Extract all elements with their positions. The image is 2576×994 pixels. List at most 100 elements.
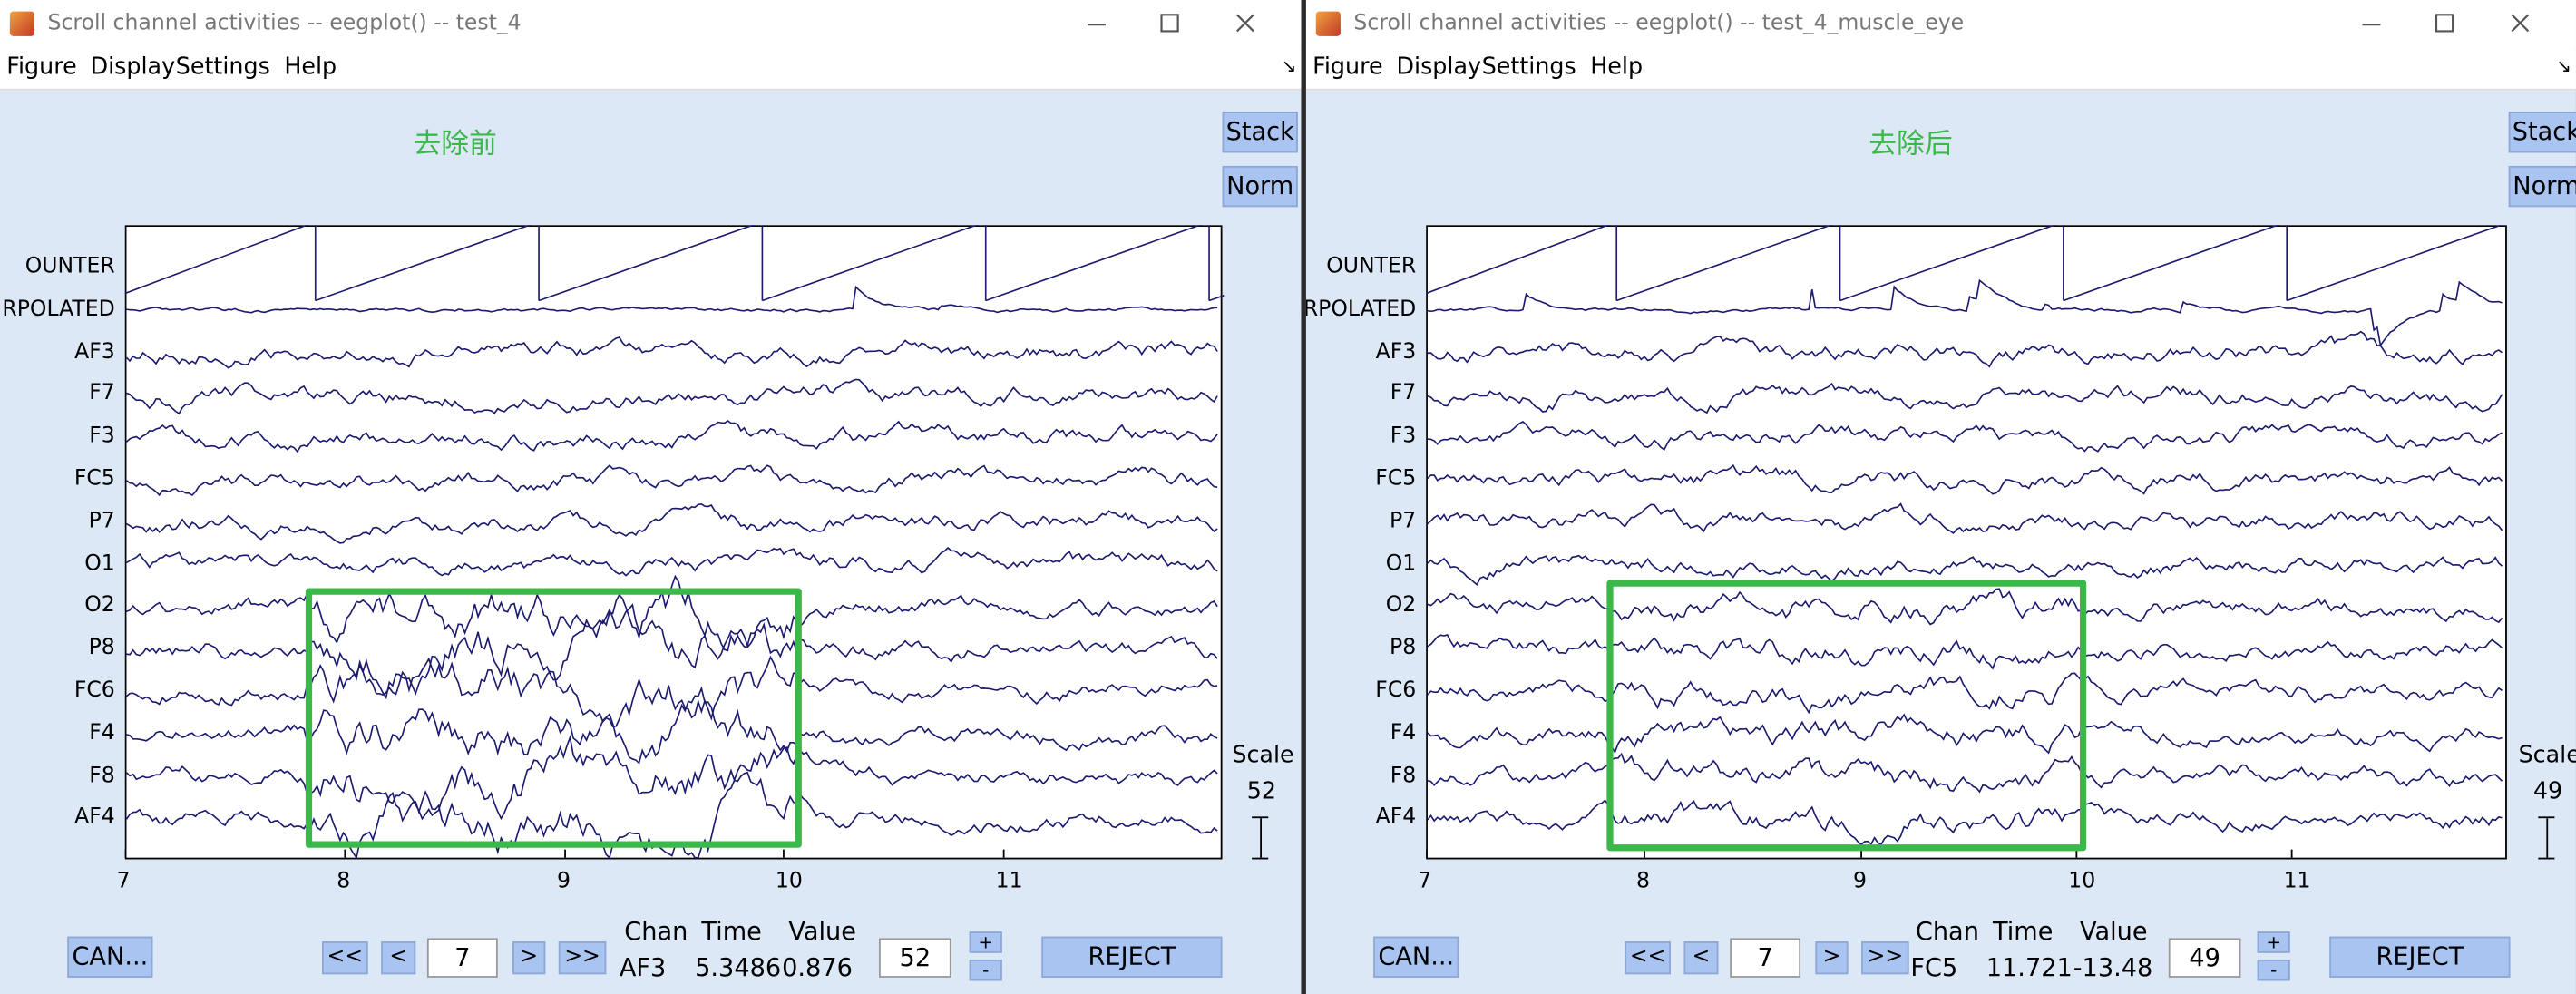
channel-label: AF3 (1375, 339, 1417, 365)
window-control-icon (2511, 14, 2530, 33)
scale-label: Scale (1232, 742, 1294, 769)
menu-item[interactable]: Display (1396, 54, 1481, 81)
eeg-trace (1427, 382, 2503, 414)
channel-label: O2 (1385, 593, 1417, 619)
minus-button[interactable]: - (969, 959, 1002, 981)
channel-label: FC5 (1375, 466, 1417, 492)
eeg-trace (1427, 463, 2503, 495)
channel-label: OUNTER (1326, 254, 1417, 279)
nav-button[interactable]: << (1625, 941, 1671, 975)
x-tick-label: 8 (337, 869, 351, 894)
heading: 去除后 (1869, 128, 1953, 161)
x-tick-label: 9 (556, 869, 571, 894)
nav-button[interactable]: << (321, 941, 368, 975)
scale-bar (1252, 816, 1269, 860)
page-input[interactable]: 7 (1730, 938, 1801, 978)
scale-bar (2538, 816, 2555, 860)
x-tick-label: 7 (1418, 869, 1432, 894)
eeg-trace (1427, 799, 2503, 846)
eeg-trace (126, 285, 1218, 314)
plus-button[interactable]: + (969, 931, 1002, 953)
eeg-trace (1427, 421, 2503, 453)
menu-bar: Figure Display Settings Help ↘ (1305, 49, 2576, 91)
menu-item[interactable]: Settings (1481, 54, 1576, 81)
eeg-trace (1427, 634, 2503, 670)
norm-button[interactable]: Norm (1222, 165, 1298, 208)
eeg-trace (1427, 330, 2503, 368)
highlight-box (1606, 580, 2087, 852)
app-icon (9, 11, 35, 36)
x-tick-label: 11 (995, 869, 1023, 894)
menu-item[interactable]: Figure (6, 54, 77, 81)
channel-label: AF4 (74, 805, 115, 831)
x-tick-label: 10 (775, 869, 803, 894)
channel-label: F7 (1390, 381, 1417, 407)
menu-arrow: ↘ (1281, 55, 1297, 78)
menu-item[interactable]: Help (1590, 54, 1644, 81)
nav-button[interactable]: < (1683, 941, 1719, 975)
window-title: Scroll channel activities -- eegplot() -… (1353, 11, 1965, 36)
info-header: Chan (624, 916, 688, 947)
eeg-trace (126, 546, 1218, 577)
scale-input[interactable]: 52 (878, 938, 951, 978)
eeg-trace (1427, 752, 2503, 794)
minus-button[interactable]: - (2257, 959, 2290, 981)
channel-label: P7 (88, 509, 115, 534)
window-controls (2362, 14, 2530, 33)
eeg-trace (1427, 278, 2503, 347)
eeg-trace (125, 419, 1218, 453)
cancel-button[interactable]: CAN... (1373, 936, 1459, 978)
channel-label: FC6 (1375, 678, 1417, 704)
title-bar: Scroll channel activities -- eegplot() -… (0, 0, 1302, 50)
channel-label: RPOLATED (1305, 297, 1417, 322)
info-header: Chan (1915, 916, 1979, 947)
info-value: -13.48 (2073, 952, 2153, 983)
channel-label: AF3 (74, 339, 115, 365)
eeg-trace (1427, 588, 2503, 626)
x-tick-label: 7 (116, 869, 131, 894)
eeg-trace (126, 378, 1218, 415)
reject-button[interactable]: REJECT (1041, 936, 1223, 978)
menu-item[interactable]: Display (90, 54, 176, 81)
channel-label: FC5 (73, 466, 115, 492)
channel-label: P8 (1390, 636, 1417, 661)
heading: 去除前 (413, 128, 497, 161)
window-control-icon (1236, 14, 1254, 33)
scale-value: 52 (1246, 778, 1276, 805)
channel-label: F4 (1390, 720, 1417, 746)
cancel-button[interactable]: CAN... (67, 936, 153, 978)
norm-button[interactable]: Norm (2508, 165, 2576, 208)
channel-label: F8 (89, 763, 115, 788)
scale-input[interactable]: 49 (2168, 938, 2241, 978)
nav-button[interactable]: > (512, 941, 546, 975)
stack-button[interactable]: Stack (1222, 112, 1298, 153)
info-header: Time (1992, 916, 2054, 947)
nav-button[interactable]: < (381, 941, 416, 975)
nav-button[interactable]: > (1815, 941, 1849, 975)
menu-bar: Figure Display Settings Help ↘ (0, 49, 1302, 91)
info-value: AF3 (619, 952, 667, 983)
scale-value: 49 (2532, 778, 2563, 805)
eeg-trace (1427, 502, 2503, 534)
channel-label: RPOLATED (2, 297, 115, 322)
eeg-trace (126, 502, 1218, 544)
window-controls (1088, 14, 1254, 33)
info-header: Value (788, 916, 857, 947)
scale-label: Scale (2518, 742, 2576, 769)
channel-label: OUNTER (24, 254, 115, 279)
nav-button[interactable]: >> (1861, 941, 1909, 975)
menu-item[interactable]: Help (284, 54, 337, 81)
menu-item[interactable]: Figure (1312, 54, 1383, 81)
reject-button[interactable]: REJECT (2329, 936, 2511, 978)
plus-button[interactable]: + (2257, 931, 2290, 953)
nav-button[interactable]: >> (558, 941, 607, 975)
channel-label: O2 (84, 593, 115, 619)
page-input[interactable]: 7 (426, 938, 498, 978)
info-value: 11.721 (1986, 952, 2073, 983)
channel-label: FC6 (73, 678, 115, 704)
stack-button[interactable]: Stack (2508, 112, 2576, 153)
menu-item[interactable]: Settings (175, 54, 270, 81)
eeg-trace (125, 336, 1218, 369)
